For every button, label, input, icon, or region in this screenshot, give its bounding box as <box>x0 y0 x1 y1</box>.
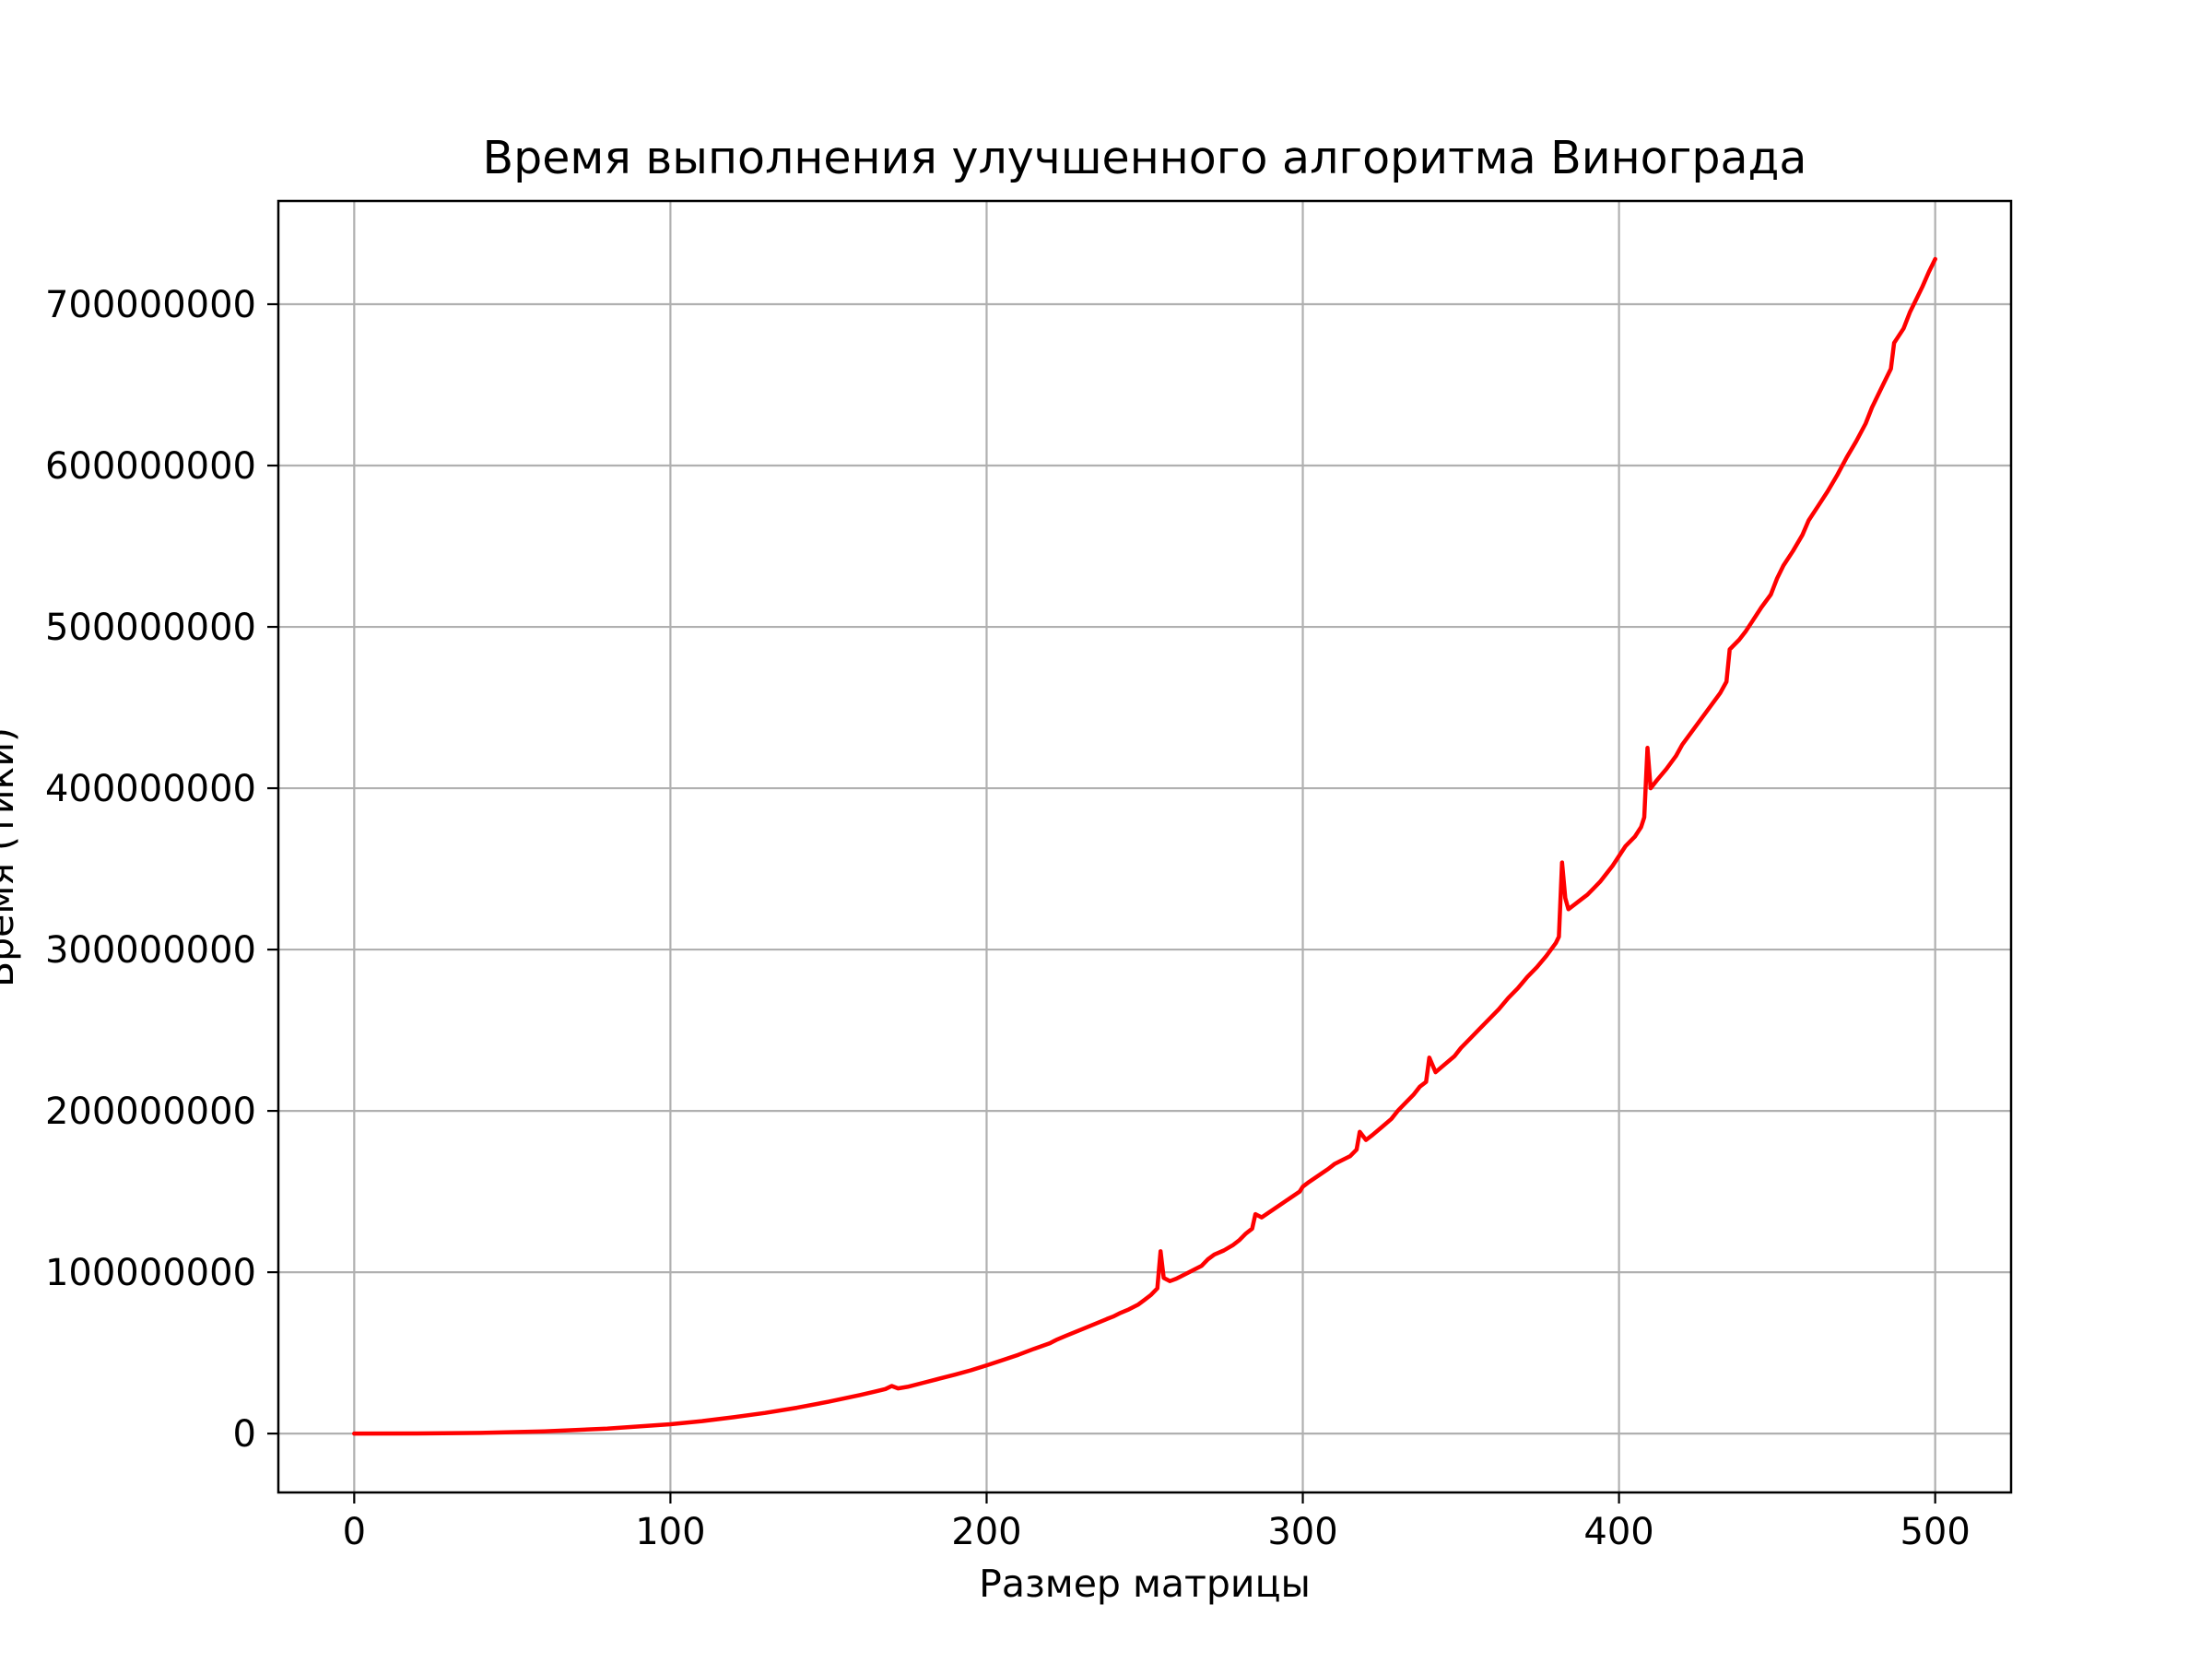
x-tick-label: 500 <box>1900 1511 1970 1553</box>
x-tick-label: 0 <box>343 1511 366 1553</box>
grid-layer <box>278 201 2011 1492</box>
plot-frame <box>276 199 2013 1494</box>
tick-layer: 0 100 200 300 400 500 0 100000000 200000000 30000… <box>45 284 1971 1553</box>
y-axis-label: Время (тики) <box>0 727 22 987</box>
y-tick-label: 700000000 <box>45 284 256 326</box>
y-tick-label: 600000000 <box>45 445 256 488</box>
x-tick-label: 100 <box>635 1511 705 1553</box>
x-tick-label: 400 <box>1583 1511 1653 1553</box>
x-tick-label: 300 <box>1267 1511 1337 1553</box>
y-tick-label: 0 <box>233 1413 256 1456</box>
y-tick-label: 300000000 <box>45 929 256 972</box>
y-tick-label: 100000000 <box>45 1252 256 1294</box>
x-tick-label: 200 <box>951 1511 1021 1553</box>
chart-title: Время выполнения улучшенного алгоритма В… <box>483 132 1807 184</box>
y-tick-label: 400000000 <box>45 768 256 810</box>
y-tick-label: 200000000 <box>45 1091 256 1133</box>
series-layer <box>352 256 1937 1436</box>
y-tick-label: 500000000 <box>45 607 256 649</box>
x-axis-label: Размер матрицы <box>979 1562 1311 1606</box>
series-line <box>352 256 1937 1436</box>
